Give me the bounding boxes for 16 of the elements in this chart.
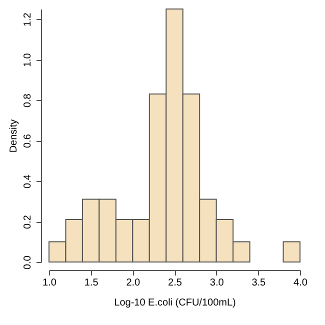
y-tick-label: 0.2 [22, 214, 34, 229]
y-tick-label: 0.6 [22, 134, 34, 148]
y-tick-label: 1.0 [22, 52, 34, 68]
x-tick-label: 1.0 [42, 278, 57, 288]
y-tick-label: 0.4 [22, 174, 34, 188]
y-tick-label: 1.2 [22, 12, 34, 27]
x-tick-label: 4.0 [294, 278, 308, 288]
y-tick-label: 0.8 [22, 93, 34, 108]
y-axis-title: Density [8, 119, 20, 153]
x-axis-title: Log-10 E.coli (CFU/100mL) [114, 298, 236, 308]
x-tick-label: 3.0 [210, 278, 224, 288]
x-tick-label: 1.5 [84, 278, 99, 288]
x-tick-label: 2.5 [168, 278, 182, 288]
x-tick-label: 3.5 [252, 278, 266, 288]
x-tick-label: 2.0 [126, 278, 141, 288]
y-tick-label: 0.0 [22, 255, 34, 270]
